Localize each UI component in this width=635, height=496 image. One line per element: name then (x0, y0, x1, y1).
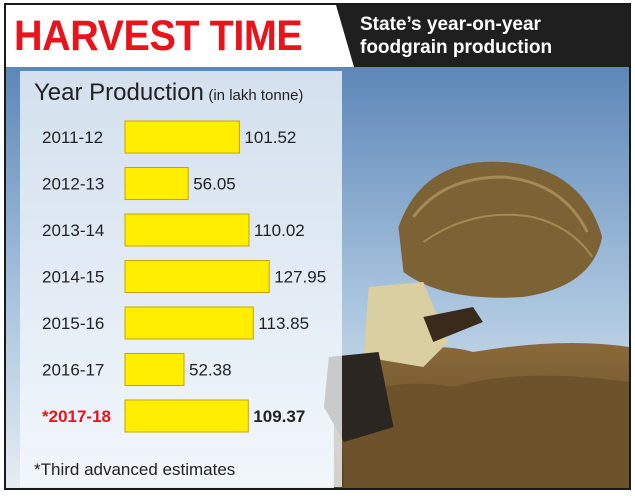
infographic: HARVEST TIME State’s year-on-year foodgr… (4, 3, 631, 490)
header: HARVEST TIME State’s year-on-year foodgr… (6, 5, 629, 67)
bar (124, 399, 249, 433)
category-label: 2015-16 (42, 314, 104, 333)
bar (124, 213, 250, 247)
data-label: 110.02 (254, 221, 305, 240)
category-label: 2012-13 (42, 175, 104, 194)
bar (124, 120, 240, 154)
data-label: 109.37 (253, 407, 305, 426)
category-label: 2016-17 (42, 361, 104, 380)
data-label: 101.52 (244, 128, 296, 147)
category-label: *2017-18 (42, 407, 111, 426)
footnote: *Third advanced estimates (34, 460, 236, 479)
category-label: 2014-15 (42, 268, 104, 287)
category-label: 2011-12 (42, 128, 103, 147)
chart-heading: Year Production (in lakh tonne) (34, 79, 303, 107)
chart-panel: Year Production (in lakh tonne) 2011-12 1… (20, 71, 342, 487)
chart-unit: (in lakh tonne) (208, 87, 304, 104)
subtitle-box: State’s year-on-year foodgrain productio… (336, 5, 629, 67)
data-label: 113.85 (258, 314, 309, 333)
bar (124, 353, 185, 386)
subtitle: State’s year-on-year foodgrain productio… (360, 14, 553, 58)
data-label: 56.05 (193, 175, 236, 194)
category-label: 2013-14 (42, 221, 104, 240)
bar (124, 167, 189, 200)
bar (124, 260, 270, 293)
page-title: HARVEST TIME (14, 12, 303, 60)
chart-heading-text: Year Production (34, 79, 204, 106)
bar (124, 306, 254, 340)
bar-chart: 2011-12 101.52 2012-13 56.05 2013-14 110.02 20… (42, 120, 326, 433)
data-label: 127.95 (274, 268, 326, 287)
data-label: 52.38 (189, 361, 232, 380)
